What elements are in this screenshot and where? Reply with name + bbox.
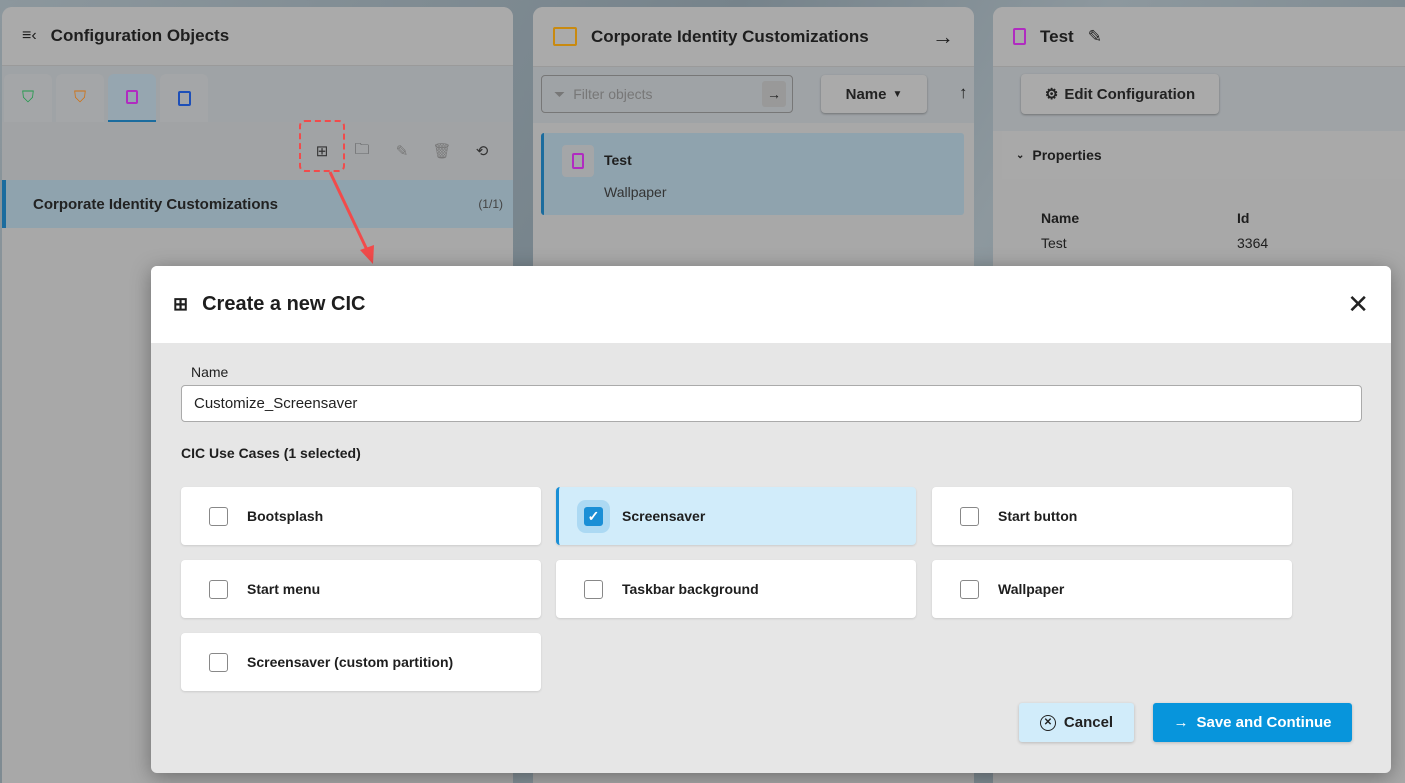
prop-value-name: Test bbox=[1041, 235, 1067, 251]
use-case-label: Start menu bbox=[247, 581, 321, 597]
edit-icon[interactable]: ✎ bbox=[395, 143, 409, 160]
shield-icon: ⛉ bbox=[21, 89, 34, 106]
tab-cic[interactable] bbox=[108, 74, 156, 122]
panel-title: Configuration Objects bbox=[50, 26, 230, 45]
button-label: Save and Continue bbox=[1196, 714, 1332, 731]
close-icon[interactable]: ✕ bbox=[1347, 289, 1369, 319]
checkbox[interactable] bbox=[209, 579, 228, 599]
filter-placeholder: Filter objects bbox=[573, 86, 653, 102]
checkbox[interactable] bbox=[960, 506, 979, 526]
use-case-card[interactable]: Screensaver (custom partition) bbox=[181, 633, 541, 691]
checkbox[interactable] bbox=[209, 506, 228, 526]
add-cic-icon[interactable]: ⊞ bbox=[315, 143, 329, 160]
caret-down-icon: ▼ bbox=[892, 88, 903, 100]
chevron-down-icon: ⌄ bbox=[1016, 149, 1025, 161]
item-name: Test bbox=[604, 152, 632, 168]
checkbox[interactable] bbox=[584, 579, 603, 599]
checkbox[interactable] bbox=[960, 579, 979, 599]
dialog-title: Create a new CIC bbox=[202, 293, 366, 315]
prop-header-id: Id bbox=[1237, 210, 1250, 226]
name-label: Name bbox=[191, 364, 229, 380]
filter-go-button[interactable]: → bbox=[762, 81, 786, 107]
object-type-tabs: ⛉ ⛉ bbox=[2, 66, 513, 122]
use-case-card[interactable]: Start button bbox=[932, 487, 1292, 545]
use-case-label: Screensaver (custom partition) bbox=[247, 654, 454, 670]
sort-dropdown[interactable]: Name ▼ bbox=[821, 75, 927, 113]
name-input[interactable] bbox=[181, 385, 1362, 422]
refresh-icon[interactable]: ⟲ bbox=[475, 143, 489, 160]
toolbar: ⊞ 🗀 ✎ 🗑 ⟲ bbox=[2, 122, 513, 180]
button-label: Edit Configuration bbox=[1064, 85, 1196, 103]
use-cases-label: CIC Use Cases (1 selected) bbox=[181, 445, 361, 461]
use-case-label: Wallpaper bbox=[998, 581, 1065, 597]
document-link-icon bbox=[177, 90, 191, 106]
tree-item-cic[interactable]: Corporate Identity Customizations (1/1) bbox=[2, 180, 513, 228]
edit-configuration-button[interactable]: ⚙ Edit Configuration bbox=[1021, 74, 1219, 114]
edit-title-icon[interactable]: ✎ bbox=[1087, 26, 1102, 46]
panel-title: Test bbox=[1040, 26, 1074, 46]
tree-item-count: (1/1) bbox=[478, 197, 503, 211]
new-folder-icon[interactable]: 🗀 bbox=[354, 140, 370, 158]
properties-section-header[interactable]: ⌄ Properties bbox=[1002, 131, 1405, 179]
use-case-label: Start button bbox=[998, 508, 1078, 524]
arrow-right-icon: → bbox=[1173, 714, 1189, 731]
use-case-label: Bootsplash bbox=[247, 508, 324, 524]
arrow-right-icon[interactable]: → bbox=[932, 23, 954, 49]
use-case-card[interactable]: Wallpaper bbox=[932, 560, 1292, 618]
list-item[interactable]: Test Wallpaper bbox=[541, 133, 964, 215]
delete-icon[interactable]: 🗑 bbox=[432, 143, 452, 160]
tab-shield[interactable]: ⛉ bbox=[4, 74, 52, 122]
tab-document[interactable] bbox=[160, 74, 208, 122]
cancel-circle-icon: ✕ bbox=[1039, 714, 1056, 731]
use-case-label: Taskbar background bbox=[622, 581, 759, 597]
item-subtitle: Wallpaper bbox=[604, 184, 667, 200]
button-label: Cancel bbox=[1063, 714, 1114, 731]
prop-header-name: Name bbox=[1041, 210, 1080, 226]
panel-title: Corporate Identity Customizations bbox=[591, 26, 869, 46]
use-case-label: Screensaver bbox=[622, 508, 706, 524]
filter-input[interactable]: ⏷ Filter objects → bbox=[541, 75, 793, 113]
save-and-continue-button[interactable]: → Save and Continue bbox=[1153, 703, 1352, 742]
filter-icon: ⏷ bbox=[554, 85, 566, 102]
chip-icon bbox=[126, 90, 138, 104]
use-case-card[interactable]: ✓ Screensaver bbox=[556, 487, 916, 545]
gear-icon: ⚙ bbox=[1044, 86, 1059, 103]
graduation-shield-icon: ⛉ bbox=[73, 89, 86, 106]
use-case-card[interactable]: Taskbar background bbox=[556, 560, 916, 618]
prop-value-id: 3364 bbox=[1237, 235, 1269, 251]
add-cic-icon: ⊞ bbox=[173, 294, 189, 314]
sort-label: Name bbox=[845, 85, 887, 103]
use-case-card[interactable]: Bootsplash bbox=[181, 487, 541, 545]
checkbox[interactable] bbox=[209, 652, 228, 672]
annotation-highlight bbox=[299, 120, 345, 172]
section-title: Properties bbox=[1032, 147, 1102, 163]
chip-icon bbox=[1013, 28, 1026, 45]
use-case-card[interactable]: Start menu bbox=[181, 560, 541, 618]
cancel-button[interactable]: ✕ Cancel bbox=[1019, 703, 1134, 742]
tab-graduation[interactable]: ⛉ bbox=[56, 74, 104, 122]
sort-ascending-icon[interactable]: ↑ bbox=[959, 83, 968, 102]
chip-icon bbox=[562, 145, 594, 177]
create-cic-dialog: ⊞ Create a new CIC ✕ Name CIC Use Cases … bbox=[151, 266, 1391, 773]
checkbox[interactable]: ✓ bbox=[584, 506, 603, 526]
collapse-menu-icon[interactable]: ≡‹ bbox=[22, 27, 37, 44]
panel-header: ≡‹ Configuration Objects bbox=[2, 7, 513, 66]
folder-icon bbox=[553, 27, 577, 46]
tree-item-label: Corporate Identity Customizations bbox=[33, 195, 279, 213]
